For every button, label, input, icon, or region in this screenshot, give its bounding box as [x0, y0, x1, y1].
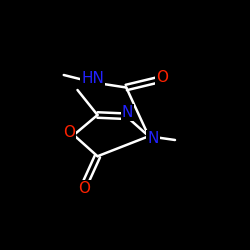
Text: O: O — [78, 181, 90, 196]
Text: O: O — [156, 70, 168, 86]
Text: N: N — [122, 105, 133, 120]
Text: N: N — [148, 131, 159, 146]
Text: HN: HN — [81, 71, 104, 86]
Text: O: O — [63, 125, 75, 140]
